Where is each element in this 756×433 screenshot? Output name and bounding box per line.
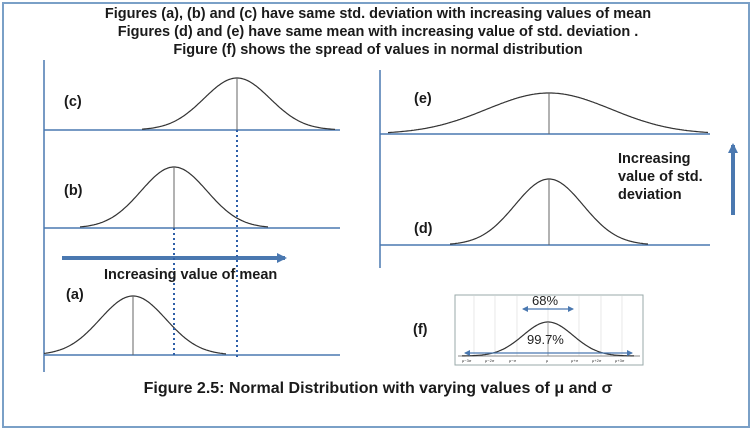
label-e: (e) [414, 91, 432, 107]
curve-e [387, 92, 709, 134]
pct-68-label: 68% [532, 293, 559, 308]
figure-caption: Figure 2.5: Normal Distribution with var… [143, 380, 613, 397]
mean-arrow-label: Increasing value of mean [104, 267, 278, 283]
f-tick-label: μ−3σ [462, 358, 472, 363]
header-line-1: Figures (a), (b) and (c) have same std. … [104, 6, 652, 22]
f-tick-label: μ [546, 358, 549, 363]
std-arrow-label-2: value of std. [618, 169, 703, 185]
header-line-3: Figure (f) shows the spread of values in… [173, 42, 583, 58]
label-c: (c) [64, 94, 82, 110]
f-tick-label: μ+2σ [592, 358, 602, 363]
pct-997-label: 99.7% [527, 332, 564, 347]
header-line-2: Figures (d) and (e) have same mean with … [117, 24, 639, 40]
std-arrow-label-3: deviation [618, 187, 682, 203]
f-tick-label: μ−2σ [485, 358, 495, 363]
f-tick-label: μ+3σ [615, 358, 625, 363]
f-tick-label: μ−σ [509, 358, 517, 363]
curve-a [43, 295, 227, 355]
label-b: (b) [64, 183, 83, 199]
label-f: (f) [413, 322, 428, 338]
figure-frame [2, 2, 750, 428]
std-arrow-label-1: Increasing [618, 151, 691, 167]
f-tick-label: μ+σ [571, 358, 579, 363]
label-a: (a) [66, 287, 84, 303]
curve-c [141, 77, 336, 130]
label-d: (d) [414, 221, 433, 237]
